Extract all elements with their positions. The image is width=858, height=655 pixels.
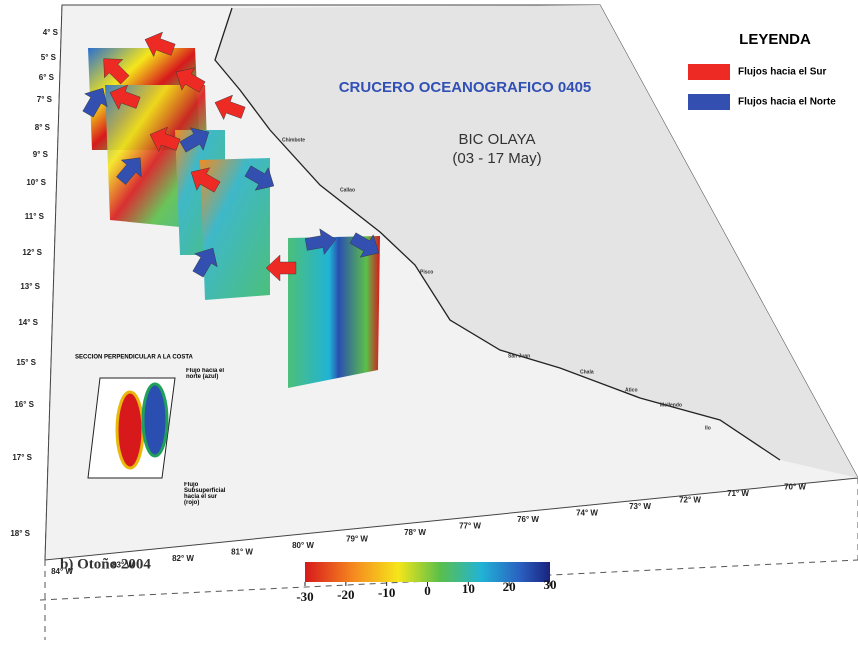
lon-label: 80° W [292,541,314,550]
lon-label: 71° W [727,489,749,498]
lon-label: 74° W [576,509,598,518]
map-figure: CRUCERO OCEANOGRAFICO 0405 BIC OLAYA (03… [0,0,858,655]
lat-label: 14° S [18,318,38,327]
city-label: Atico [625,387,638,393]
colorbar-tick-label: -10 [378,585,395,600]
inset-north [143,384,167,456]
lon-label: 73° W [629,502,651,511]
inset-title: SECCION PERPENDICULAR A LA COSTA [75,355,194,361]
lon-label: 76° W [517,515,539,524]
city-label: Chala [580,369,594,375]
colorbar-tick-label: 0 [424,583,431,598]
legend-swatch [688,64,730,80]
lat-label: 10° S [26,178,46,187]
lat-label: 4° S [43,28,59,37]
inset-south [117,392,143,468]
lat-label: 16° S [14,400,34,409]
lat-label: 7° S [37,95,53,104]
section [288,236,380,388]
city-label: Mollendo [660,402,682,408]
lon-label: 81° W [231,548,253,557]
city-label: Pisco [420,269,433,275]
colorbar-tick-label: -20 [337,587,354,602]
inset-south-text: Flujo Subsuperficial hacia el sur (rojo) [184,482,232,506]
lat-label: 15° S [16,358,36,367]
vessel: BIC OLAYA [459,131,536,148]
lat-label: 9° S [33,150,49,159]
lon-label: 70° W [784,483,806,492]
inset-north-text: Flujo hacia el norte (azul) [186,368,236,380]
lat-label: 12° S [22,248,42,257]
legend-title: LEYENDA [739,31,811,48]
lon-label: 78° W [404,528,426,537]
lat-label: 5° S [41,53,57,62]
lat-label: 17° S [12,453,32,462]
inset-south-label: Flujo Subsuperficial hacia el sur (rojo) [184,482,232,522]
city-label: Callao [340,187,355,193]
legend-swatch [688,94,730,110]
lon-label: 77° W [459,522,481,531]
lon-label: 84° W [51,567,73,576]
city-label: San Juan [508,353,530,359]
city-label: Chimbote [282,137,305,143]
lat-label: 11° S [25,212,45,221]
lat-label: 13° S [20,282,40,291]
colorbar-tick-label: 10 [462,581,475,596]
lon-label: 83° W [112,561,134,570]
inset-north-label: Flujo hacia el norte (azul) [186,368,236,408]
lon-label: 72° W [679,496,701,505]
lon-label: 82° W [172,554,194,563]
dates: (03 - 17 May) [452,150,541,167]
lat-label: 8° S [35,123,51,132]
colorbar-tick-label: 30 [544,577,557,592]
lat-label: 6° S [39,73,55,82]
title: CRUCERO OCEANOGRAFICO 0405 [339,79,592,96]
legend-label: Flujos hacia el Norte [738,97,836,108]
panel-label: b) Otoño 2004 [60,556,151,572]
colorbar-tick-label: -30 [296,589,313,604]
legend-label: Flujos hacia el Sur [738,67,826,78]
lon-label: 79° W [346,535,368,544]
city-label: Ilo [705,425,711,431]
colorbar-tick-label: 20 [503,579,516,594]
legend: Flujos hacia el Sur Flujos hacia el Norte [688,64,836,110]
lat-label: 18° S [10,529,30,538]
